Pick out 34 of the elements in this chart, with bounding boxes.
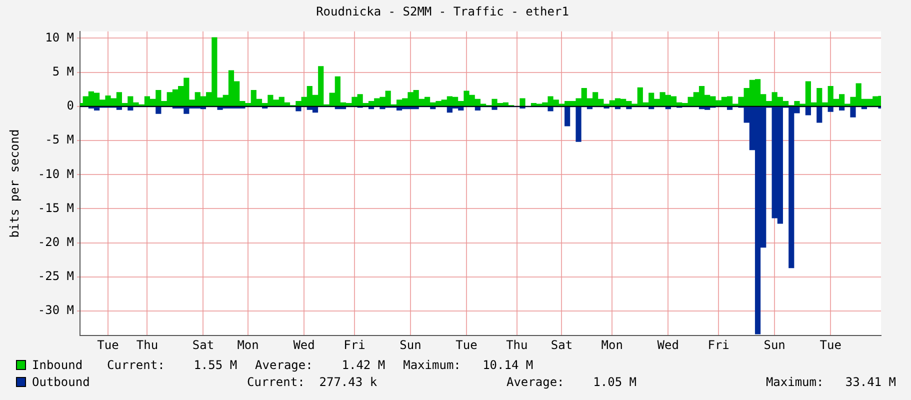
x-tick-label: Fri (708, 338, 730, 352)
y-tick-label: -5 M (45, 132, 74, 147)
y-tick-label: 5 M (52, 64, 74, 78)
text: Current: 277.43 k (246, 374, 378, 388)
y-tick-label: -15 M (38, 200, 74, 215)
legend-label: Outbound (32, 374, 91, 388)
x-tick-label: Thu (506, 338, 528, 352)
x-tick-label: Tue (97, 338, 119, 352)
x-tick-label: Fri (344, 338, 366, 352)
x-tick-label: Wed (657, 338, 679, 352)
y-tick-label: -20 M (38, 234, 74, 249)
x-tick-label: Sun (400, 338, 422, 352)
text: Average: 1.05 M (505, 374, 638, 388)
text: Maximum: 33.41 M (764, 374, 896, 388)
x-tick-label: Tue (456, 338, 478, 352)
text: Average: 1.42 M (255, 358, 386, 372)
y-tick-label: -30 M (38, 303, 74, 318)
x-tick-label: Sat (192, 338, 214, 352)
legend-label: Inbound (32, 358, 84, 372)
x-tick-label: Mon (601, 338, 623, 352)
x-tick-label: Wed (293, 338, 315, 352)
y-tick-label: 10 M (45, 30, 74, 44)
y-tick-label: -10 M (38, 166, 74, 181)
y-axis-title: bits per second (7, 129, 22, 238)
text: Current: 1.55 M (107, 358, 238, 372)
chart-title: Roudnicka - S2MM - Traffic - ether1 (316, 4, 569, 18)
text: Maximum: 10.14 M (403, 358, 534, 372)
x-tick-label: Mon (237, 338, 259, 352)
x-tick-label: Thu (136, 338, 158, 352)
x-tick-label: Tue (820, 338, 842, 352)
x-tick-label: Sat (550, 338, 573, 352)
y-tick-label: -25 M (38, 269, 74, 284)
y-tick-label: 0 (66, 98, 74, 113)
x-tick-label: Sun (764, 338, 786, 352)
